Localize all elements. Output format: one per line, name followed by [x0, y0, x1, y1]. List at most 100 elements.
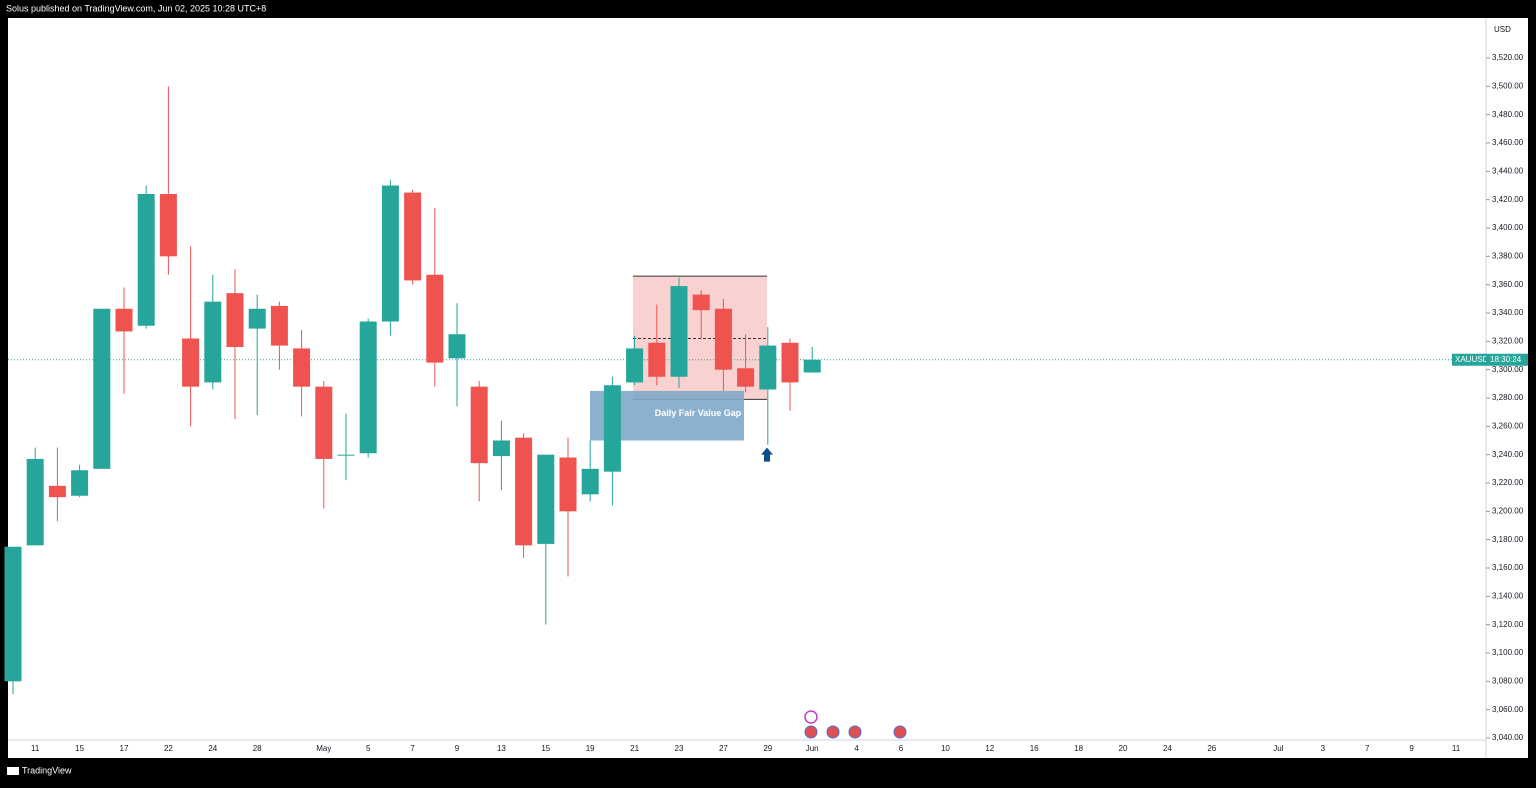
symbol-badge — [1452, 353, 1486, 366]
countdown-label: 18:30:24 — [1490, 355, 1522, 364]
gap-label: Daily Fair Value Gap — [655, 408, 742, 418]
candle-body — [71, 470, 89, 496]
x-tick-label: 9 — [1409, 744, 1414, 753]
x-tick-label: 11 — [31, 744, 40, 753]
x-tick-label: 15 — [75, 744, 84, 753]
y-tick-label: 3,500.00 — [1492, 81, 1524, 90]
candle-body — [448, 334, 466, 359]
x-tick-label: 22 — [164, 744, 173, 753]
candle-body — [48, 485, 66, 498]
candle-body — [692, 294, 710, 311]
candle-body — [315, 386, 333, 459]
candle-body — [381, 185, 399, 322]
candle-body — [515, 437, 533, 546]
x-tick-label: 18 — [1074, 744, 1083, 753]
y-tick-label: 3,380.00 — [1492, 251, 1524, 260]
candle-body — [248, 308, 266, 329]
y-tick-label: 3,060.00 — [1492, 705, 1524, 714]
candle-body — [803, 359, 821, 373]
candle-body — [293, 348, 311, 387]
x-tick-label: 17 — [120, 744, 129, 753]
x-tick-label: 12 — [985, 744, 994, 753]
candle-body — [581, 468, 599, 495]
candle-body — [759, 345, 777, 390]
currency: USD — [1494, 25, 1511, 34]
candle-body — [559, 457, 577, 512]
candle-body — [670, 286, 688, 377]
candle-body — [404, 192, 422, 281]
x-tick-label: 28 — [253, 744, 262, 753]
x-tick-label: Jun — [806, 744, 819, 753]
x-tick-label: 16 — [1030, 744, 1039, 753]
x-tick-label: 13 — [497, 744, 506, 753]
y-tick-label: 3,180.00 — [1492, 535, 1524, 544]
candle-body — [359, 321, 377, 454]
candle-body — [270, 305, 288, 346]
candle-body — [137, 194, 155, 326]
candle-body — [93, 308, 111, 469]
y-tick-label: 3,100.00 — [1492, 648, 1524, 657]
candle-body — [226, 293, 244, 347]
candle-body — [204, 301, 222, 383]
candle-body — [714, 308, 732, 370]
x-tick-label: 3 — [1321, 744, 1326, 753]
x-tick-label: 19 — [586, 744, 595, 753]
y-tick-label: 3,400.00 — [1492, 223, 1524, 232]
y-tick-label: 3,260.00 — [1492, 421, 1524, 430]
y-tick-label: 3,200.00 — [1492, 506, 1524, 515]
y-tick-label: 3,240.00 — [1492, 450, 1524, 459]
candle-body — [115, 308, 133, 332]
candle-body — [4, 546, 22, 682]
x-tick-label: 27 — [719, 744, 728, 753]
y-tick-label: 3,160.00 — [1492, 563, 1524, 572]
y-tick-label: 3,320.00 — [1492, 336, 1524, 345]
x-tick-label: 21 — [630, 744, 639, 753]
x-tick-label: Jul — [1273, 744, 1283, 753]
candle-body — [337, 454, 355, 456]
y-tick-label: 3,040.00 — [1492, 733, 1524, 742]
x-tick-label: 26 — [1207, 744, 1216, 753]
x-tick-label: 5 — [366, 744, 371, 753]
event-icons — [804, 710, 907, 739]
candle-body — [648, 342, 666, 377]
y-tick-label: 3,280.00 — [1492, 393, 1524, 402]
x-tick-label: 7 — [410, 744, 415, 753]
y-tick-label: 3,220.00 — [1492, 478, 1524, 487]
y-tick-label: 3,120.00 — [1492, 620, 1524, 629]
x-tick-label: 23 — [675, 744, 684, 753]
x-tick-label: 29 — [763, 744, 772, 753]
candle-body — [159, 194, 177, 257]
candle-body — [737, 368, 755, 387]
x-tick-label: May — [316, 744, 331, 753]
candle-body — [470, 386, 488, 464]
x-tick-label: 24 — [1163, 744, 1172, 753]
countdown-badge — [1486, 353, 1528, 366]
x-tick-label: 10 — [941, 744, 950, 753]
x-tick-label: 7 — [1365, 744, 1370, 753]
candle-body — [537, 454, 555, 544]
arrow — [761, 447, 773, 462]
x-tick-label: 20 — [1119, 744, 1128, 753]
candle-body — [26, 458, 44, 546]
x-tick-label: 9 — [455, 744, 460, 753]
y-tick-label: 3,080.00 — [1492, 676, 1524, 685]
y-tick-label: 3,340.00 — [1492, 308, 1524, 317]
candle-body — [781, 342, 799, 383]
candle-body — [492, 440, 510, 457]
x-tick-label: 6 — [899, 744, 904, 753]
x-tick-label: 11 — [1452, 744, 1461, 753]
candle-body — [182, 338, 200, 387]
header-text: Solus published on TradingView.com, Jun … — [6, 3, 266, 13]
symbol-label: XAUUSD — [1455, 355, 1489, 364]
x-tick-label: 15 — [541, 744, 550, 753]
y-tick-label: 3,460.00 — [1492, 138, 1524, 147]
x-tick-label: 4 — [854, 744, 859, 753]
footer-brand: TradingView — [22, 765, 72, 775]
y-tick-label: 3,140.00 — [1492, 591, 1524, 600]
x-tick-label: 24 — [208, 744, 217, 753]
y-tick-label: 3,420.00 — [1492, 195, 1524, 204]
y-tick-label: 3,480.00 — [1492, 110, 1524, 119]
candle-body — [603, 385, 621, 472]
candle-body — [626, 348, 644, 383]
